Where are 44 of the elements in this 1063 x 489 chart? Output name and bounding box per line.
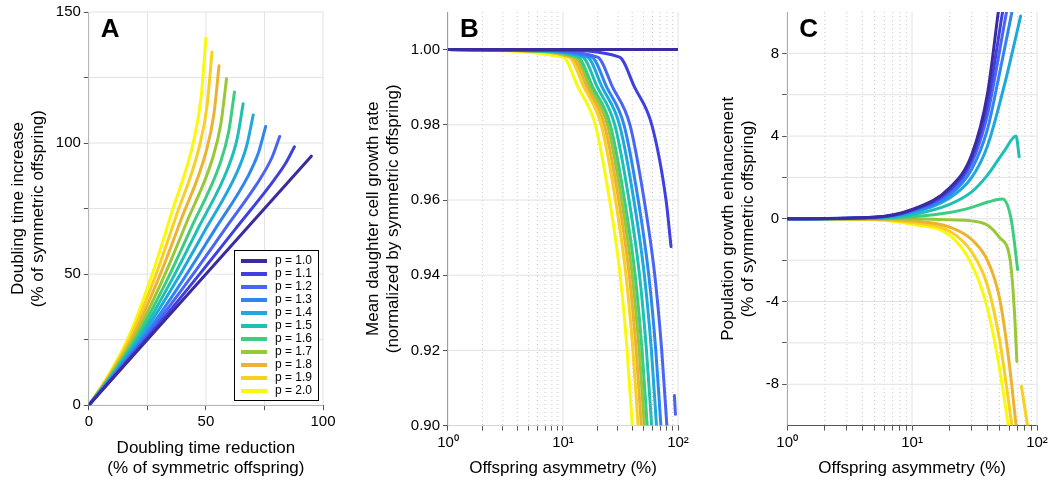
legend-label: p = 1.1: [275, 266, 313, 281]
x-tick-label: 50: [197, 412, 215, 430]
legend-label: p = 1.5: [275, 318, 313, 333]
y-tick-label: 4: [770, 126, 780, 144]
x-tick-label: 0: [84, 412, 93, 430]
legend-label: p = 1.7: [275, 344, 313, 359]
x-tick-label: 10¹: [901, 432, 923, 450]
legend-label: p = 1.8: [275, 357, 313, 372]
x-tick-label: 10⁰: [776, 432, 798, 450]
y-tick-label: 150: [55, 2, 81, 20]
y-tick-label: -4: [765, 291, 780, 309]
legend-label: p = 1.2: [275, 279, 313, 294]
x-tick-label: 10¹: [552, 432, 574, 450]
x-tick-label: 10²: [667, 432, 689, 450]
y-tick-label: 0.94: [410, 265, 440, 283]
chart-title: C: [799, 13, 818, 43]
y-tick-label: 0.92: [410, 340, 440, 358]
y-tick-label: 8: [770, 43, 780, 61]
y-axis-title: Mean daughter cell growth rate (normalized by symmetric offspring): [362, 84, 403, 354]
y-tick-label: 100: [55, 133, 81, 151]
legend-label: p = 1.6: [275, 331, 313, 346]
legend-label: p = 2.0: [275, 383, 313, 398]
chart-title: B: [459, 13, 479, 43]
y-axis-title: Doubling time increase (% of symmetric offspring): [7, 110, 48, 308]
y-axis-title: Population growth enhancement (% of symmetric offspring): [717, 96, 758, 341]
legend-label: p = 1.0: [275, 253, 313, 268]
y-tick-label: -8: [765, 374, 780, 392]
y-tick-label: 0: [770, 208, 780, 226]
legend-label: p = 1.9: [275, 370, 313, 385]
y-tick-label: 0.98: [410, 114, 440, 132]
y-tick-label: 0.96: [410, 190, 440, 208]
legend-label: p = 1.4: [275, 305, 313, 320]
x-tick-label: 10²: [1026, 432, 1048, 450]
y-tick-label: 0.90: [410, 415, 440, 433]
x-axis-title: Offspring asymmetry (%): [818, 458, 1006, 478]
chart-title: A: [100, 13, 120, 43]
y-tick-label: 50: [64, 264, 81, 282]
y-tick-label: 0: [72, 395, 81, 413]
x-tick-label: 10⁰: [437, 432, 459, 450]
x-tick-label: 100: [310, 412, 336, 430]
legend-label: p = 1.3: [275, 292, 313, 307]
x-axis-title: Offspring asymmetry (%): [469, 458, 657, 478]
y-tick-label: 1.00: [410, 39, 440, 57]
x-axis-title: Doubling time reduction (% of symmetric offspring): [107, 438, 305, 478]
